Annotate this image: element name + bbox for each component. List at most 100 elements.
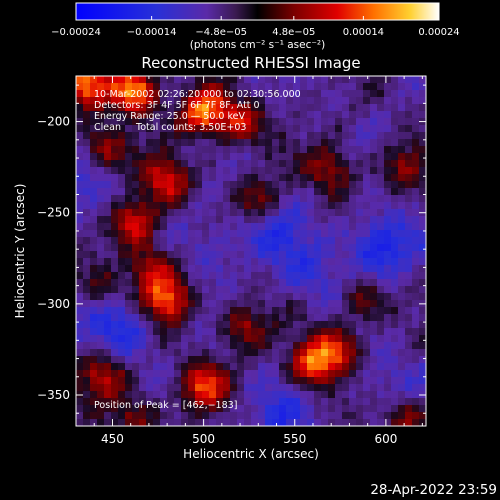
heatmap-cell (279, 83, 287, 91)
heatmap-cell (230, 251, 238, 259)
heatmap-cell (363, 377, 371, 385)
heatmap-cell (321, 90, 329, 98)
heatmap-cell (307, 195, 315, 203)
heatmap-cell (160, 321, 168, 329)
heatmap-cell (384, 209, 392, 217)
heatmap-cell (377, 265, 385, 273)
heatmap-cell (97, 153, 105, 161)
heatmap-cell (216, 90, 224, 98)
heatmap-cell (139, 146, 147, 154)
heatmap-cell (188, 216, 196, 224)
heatmap-cell (195, 300, 203, 308)
heatmap-cell (300, 153, 308, 161)
heatmap-cell (293, 188, 301, 196)
heatmap-cell (265, 83, 273, 91)
heatmap-cell (314, 314, 322, 322)
heatmap-cell (251, 391, 259, 399)
heatmap-cell (76, 419, 84, 426)
heatmap-cell (265, 167, 273, 175)
heatmap-cell (223, 258, 231, 266)
heatmap-cell (286, 230, 294, 238)
heatmap-cell (412, 272, 420, 280)
heatmap-cell (349, 356, 357, 364)
heatmap-cell (272, 328, 280, 336)
heatmap-cell (363, 265, 371, 273)
heatmap-cell (125, 293, 133, 301)
heatmap-cell (377, 293, 385, 301)
heatmap-cell (307, 286, 315, 294)
heatmap-cell (335, 174, 343, 182)
heatmap-cell (195, 146, 203, 154)
heatmap-cell (300, 363, 308, 371)
heatmap-cell (209, 209, 217, 217)
heatmap-cell (111, 83, 119, 91)
heatmap-cell (384, 419, 392, 426)
heatmap-cell (230, 391, 238, 399)
colorbar-tick-label: 0.00014 (343, 27, 384, 38)
heatmap-cell (153, 321, 161, 329)
heatmap-cell (272, 195, 280, 203)
heatmap-cell (167, 405, 175, 413)
heatmap-cell (139, 237, 147, 245)
heatmap-cell (97, 132, 105, 140)
heatmap-cell (76, 146, 84, 154)
heatmap-cell (300, 328, 308, 336)
y-axis-label: Heliocentric Y (arcsec) (13, 184, 27, 319)
heatmap-cell (258, 419, 266, 426)
heatmap-cell (328, 300, 336, 308)
heatmap-cell (412, 132, 420, 140)
heatmap-cell (230, 398, 238, 406)
heatmap-cell (356, 153, 364, 161)
heatmap-cell (272, 181, 280, 189)
heatmap-cell (272, 286, 280, 294)
heatmap-cell (398, 83, 406, 91)
heatmap-cell (377, 300, 385, 308)
heatmap-cell (174, 419, 182, 426)
heatmap-cell (405, 153, 413, 161)
heatmap-cell (349, 195, 357, 203)
heatmap-cell (370, 104, 378, 112)
heatmap-cell (349, 181, 357, 189)
heatmap-cell (328, 188, 336, 196)
heatmap-cell (293, 160, 301, 168)
heatmap-cell (97, 307, 105, 315)
heatmap-cell (405, 111, 413, 119)
heatmap-cell (83, 342, 91, 350)
heatmap-cell (356, 223, 364, 231)
heatmap-cell (391, 398, 399, 406)
heatmap-cell (328, 405, 336, 413)
heatmap-cell (146, 195, 154, 203)
heatmap-cell (181, 174, 189, 182)
heatmap-cell (335, 412, 343, 420)
heatmap-cell (293, 419, 301, 426)
heatmap-cell (370, 97, 378, 105)
heatmap-cell (370, 307, 378, 315)
heatmap-cell (391, 146, 399, 154)
heatmap-cell (314, 293, 322, 301)
heatmap-cell (195, 118, 203, 126)
heatmap-cell (293, 363, 301, 371)
heatmap-cell (258, 132, 266, 140)
heatmap-cell (160, 307, 168, 315)
heatmap-cell (328, 363, 336, 371)
heatmap-cell (111, 146, 119, 154)
heatmap-cell (174, 118, 182, 126)
heatmap-cell (328, 279, 336, 287)
heatmap-cell (300, 174, 308, 182)
heatmap-cell (286, 76, 294, 84)
heatmap-cell (202, 419, 210, 426)
heatmap-cell (363, 153, 371, 161)
heatmap-cell (307, 300, 315, 308)
heatmap-cell (335, 335, 343, 343)
heatmap-cell (328, 398, 336, 406)
heatmap-cell (370, 244, 378, 252)
heatmap-cell (216, 111, 224, 119)
heatmap-cell (363, 125, 371, 133)
heatmap-cell (419, 293, 426, 301)
heatmap-cell (230, 314, 238, 322)
heatmap-cell (314, 370, 322, 378)
heatmap-cell (293, 349, 301, 357)
heatmap-cell (209, 258, 217, 266)
heatmap-cell (223, 314, 231, 322)
heatmap-cell (111, 279, 119, 287)
